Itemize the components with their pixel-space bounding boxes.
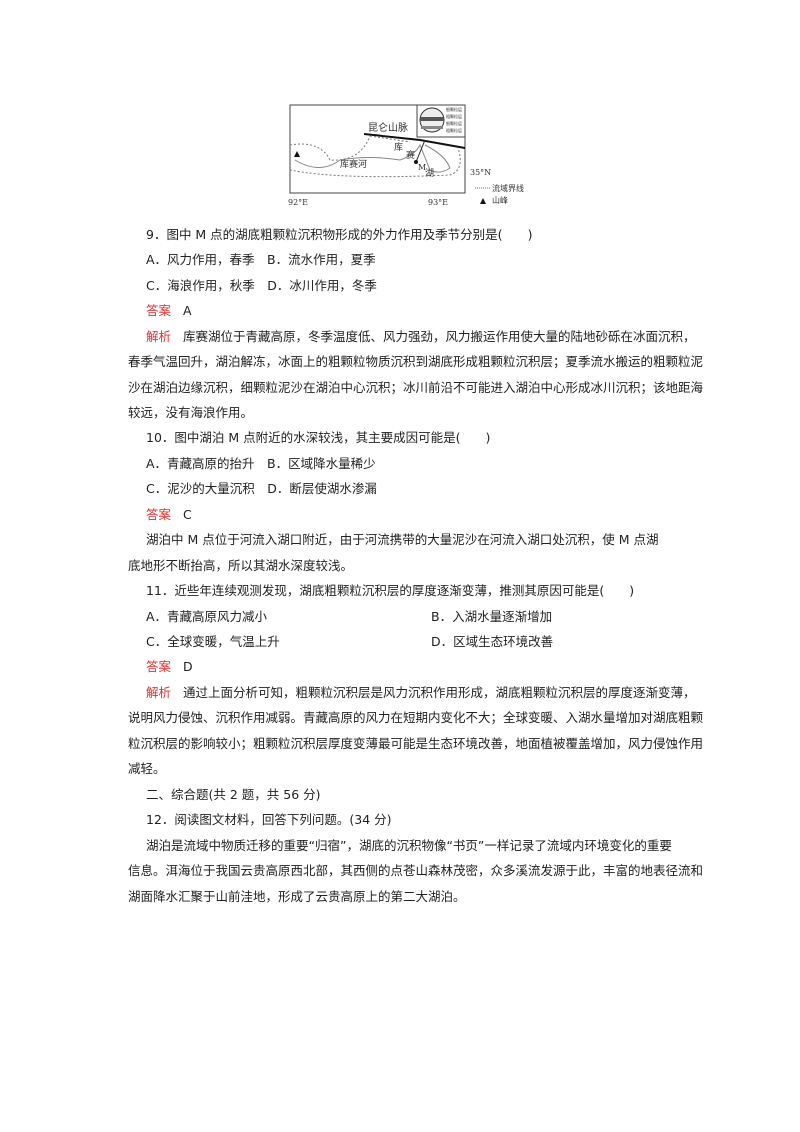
river-lake-outline bbox=[294, 143, 451, 173]
q10-options: C．泥沙的大量沉积 D．断层使湖水渗漏 bbox=[146, 481, 377, 496]
answer-label: 答案 bbox=[146, 303, 172, 318]
analysis-text: 库赛湖位于青藏高原，冬季温度低、风力强劲，风力搬运作用使大量的陆地砂砾在冰面沉积… bbox=[183, 329, 696, 344]
latitude-label: 35°N bbox=[470, 168, 491, 177]
answer-label: 答案 bbox=[146, 507, 172, 522]
point-m bbox=[414, 160, 418, 164]
inset-label: 粗颗粒层 bbox=[446, 127, 462, 133]
inset-label: 粗颗粒层 bbox=[446, 113, 462, 119]
answer-value: A bbox=[183, 303, 192, 318]
analysis-text: 粒沉积层的影响较小；粗颗粒沉积层厚度变薄最可能是生态环境改善，地面植被覆盖增加，… bbox=[128, 736, 704, 751]
question-9: 9．图中 M 点的湖底粗颗粒沉积物形成的外力作用及季节分别是( ) bbox=[146, 227, 533, 242]
analysis-label: 解析 bbox=[146, 329, 172, 344]
q11-options: A．青藏高原风力减小 bbox=[146, 609, 692, 625]
q10-options: A．青藏高原的抬升 B．区域降水量稀少 bbox=[146, 456, 376, 471]
question-11: 11．近些年连续观测发现，湖底粗颗粒沉积层的厚度逐渐变薄，推测其原因可能是( ) bbox=[146, 583, 635, 598]
lake-map: 细颗粒层 粗颗粒层 细颗粒层 粗颗粒层 昆仑山脉 库赛河 库 赛 M 湖 35°… bbox=[288, 104, 524, 207]
mountain-range-line bbox=[363, 133, 466, 149]
q10-answer: 答案 C bbox=[146, 507, 692, 523]
map-frame bbox=[289, 104, 466, 194]
q9-answer: 答案 A bbox=[146, 303, 692, 319]
q9-options: A．风力作用，春季 B．流水作用，夏季 bbox=[146, 252, 376, 267]
analysis-text: 春季气温回升，湖泊解冻，冰面上的粗颗粒物质沉积到湖底形成粗颗粒沉积层；夏季流水搬… bbox=[128, 354, 704, 369]
analysis-text: 沙在湖泊边缘沉积，细颗粒泥沙在湖泊中心沉积；冰川前沿不可能进入湖泊中心形成冰川沉… bbox=[128, 380, 704, 395]
q11-analysis: 解析 通过上面分析可知，粗颗粒沉积层是风力沉积作用形成，湖底粗颗粒沉积层的厚度逐渐… bbox=[146, 685, 696, 701]
lake-label: 库 bbox=[394, 141, 403, 153]
point-label: M bbox=[418, 163, 426, 172]
inset-label: 细颗粒层 bbox=[446, 106, 462, 112]
lake-label: 湖 bbox=[425, 168, 434, 179]
q11-answer: 答案 D bbox=[146, 659, 692, 675]
q11-options: C．全球变暖，气温上升 bbox=[146, 634, 692, 650]
material-text: 湖泊是流域中物质迁移的重要“归宿”，湖底的沉积物像“书页”一样记录了流域内环境变… bbox=[146, 838, 672, 853]
option-d: D．区域生态环境改善 bbox=[431, 634, 554, 649]
answer-value: D bbox=[183, 659, 193, 674]
longitude-label: 93°E bbox=[428, 198, 448, 207]
peak-icon bbox=[294, 151, 300, 157]
analysis-label: 解析 bbox=[146, 685, 172, 700]
analysis-text: 说明风力侵蚀、沉积作用减弱。青藏高原的风力在短期内变化不大；全球变暖、入湖水量增… bbox=[128, 710, 704, 725]
legend-boundary: 流域界线 bbox=[492, 183, 524, 193]
question-10: 10．图中湖泊 M 点附近的水深较浅，其主要成因可能是( ) bbox=[146, 430, 491, 445]
analysis-text: 湖泊中 M 点位于河流入湖口附近，由于河流携带的大量泥沙在河流入湖口处沉积，使 … bbox=[146, 532, 659, 547]
material-text: 湖面降水汇聚于山前洼地，形成了云贵高原上的第二大湖泊。 bbox=[128, 889, 466, 904]
option-b: B．入湖水量逐渐增加 bbox=[431, 609, 553, 624]
analysis-text: 通过上面分析可知，粗颗粒沉积层是风力沉积作用形成，湖底粗颗粒沉积层的厚度逐渐变薄… bbox=[183, 685, 696, 700]
answer-value: C bbox=[183, 507, 192, 522]
lake-label: 赛 bbox=[406, 149, 415, 161]
inset-label: 细颗粒层 bbox=[446, 120, 462, 126]
question-12: 12．阅读图文材料，回答下列问题。(34 分) bbox=[146, 812, 392, 827]
material-text: 信息。洱海位于我国云贵高原西北部，其西侧的点苍山森林茂密，众多溪流发源于此，丰富… bbox=[128, 863, 704, 878]
answer-label: 答案 bbox=[146, 659, 172, 674]
analysis-text: 减轻。 bbox=[128, 761, 166, 776]
analysis-text: 底地形不断抬高，所以其湖水深度较浅。 bbox=[128, 558, 354, 573]
basin-boundary bbox=[289, 135, 461, 178]
q9-analysis: 解析 库赛湖位于青藏高原，冬季温度低、风力强劲，风力搬运作用使大量的陆地砂砾在冰面… bbox=[146, 329, 696, 345]
river-label: 库赛河 bbox=[340, 158, 367, 170]
option-a: A．青藏高原风力减小 bbox=[146, 609, 268, 624]
option-c: C．全球变暖，气温上升 bbox=[146, 634, 280, 649]
mountain-label: 昆仑山脉 bbox=[368, 121, 408, 134]
longitude-label: 92°E bbox=[288, 198, 308, 207]
q9-options: C．海浪作用，秋季 D．冰川作用，冬季 bbox=[146, 278, 377, 293]
legend-peak: 山峰 bbox=[492, 195, 508, 205]
analysis-text: 较远，没有海浪作用。 bbox=[128, 405, 254, 420]
peak-legend-icon bbox=[480, 198, 486, 204]
section-heading: 二、综合题(共 2 题，共 56 分) bbox=[146, 787, 321, 802]
